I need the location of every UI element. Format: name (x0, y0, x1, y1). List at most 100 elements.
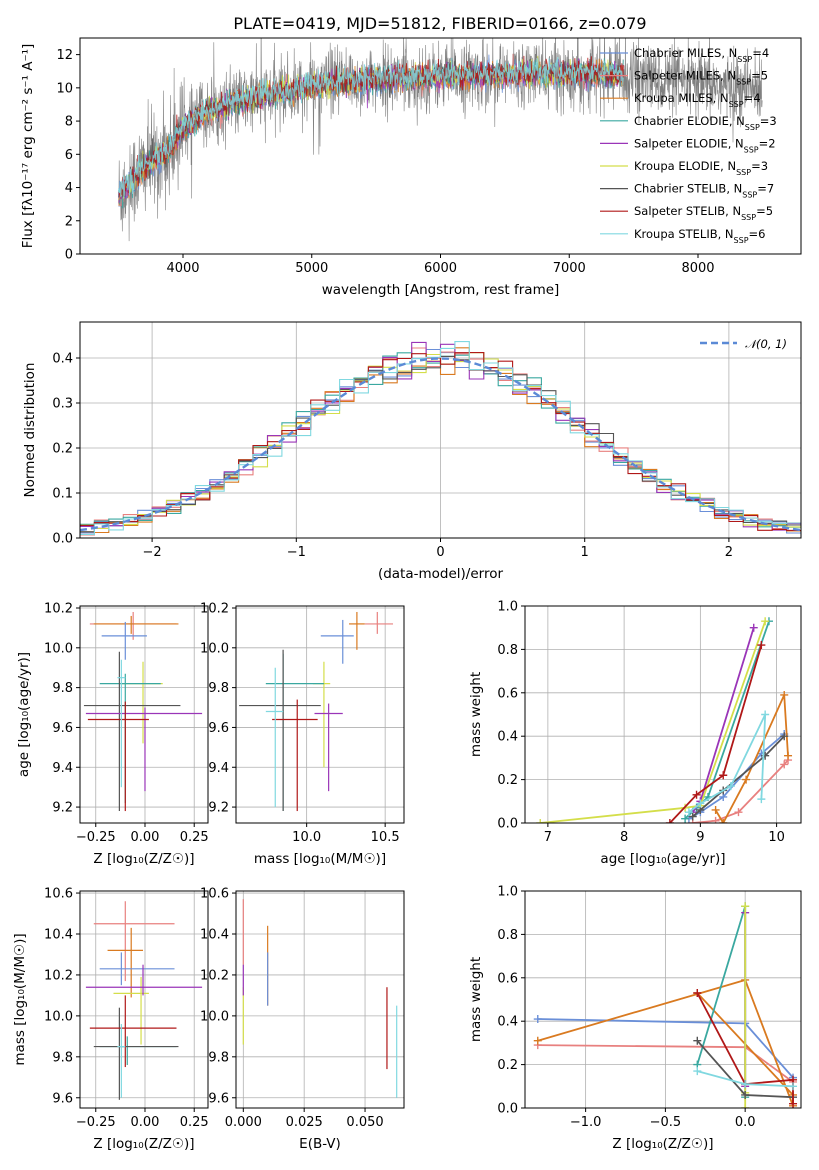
mass-weight-point (536, 819, 545, 823)
mass-weight-vs-age-ytick-label: 0.4 (497, 730, 518, 745)
mass-weight-point (741, 1104, 750, 1108)
mass-weight-point (780, 760, 789, 769)
mass-weight-vs-age-ytick-label: 0.2 (497, 773, 518, 788)
legend-entry: Salpeter MILES, NSSP=5 (634, 69, 768, 87)
age-vs-metallicity-xtick-label: 0.25 (180, 830, 209, 845)
spectrum-xtick-label: 4000 (166, 261, 199, 276)
residuals-axes: −2 −1 0 1 2 0.0 0.1 0.2 0.3 0.4 (data-model)/error… (22, 321, 802, 582)
age-vs-metallicity-ytick-label: 10.0 (44, 641, 73, 656)
age-vs-metallicity-xtick-label: −0.25 (76, 830, 116, 845)
mass-vs-metallicity-ylabel: mass [log₁₀(M/M☉)] (12, 933, 28, 1065)
spectrum-ylabel: Flux [fλ10⁻¹⁷ erg cm⁻² s⁻¹ A⁻¹] (20, 44, 36, 249)
mass-weight-vs-metallicity-xtick-label: 0.0 (735, 1115, 756, 1130)
age-vs-metallicity-ytick-label: 9.6 (52, 721, 73, 736)
mass-vs-metallicity-axes: −0.25 0.00 0.25 9.6 9.8 10.0 10.2 10.4 10.6 Z [lo… (12, 887, 209, 1152)
mass-weight-point (780, 690, 789, 699)
mass-weight-vs-age-xtick-label: 8 (620, 830, 628, 845)
mass-weight-point (789, 1082, 798, 1091)
age-vs-mass-ytick-label: 9.6 (208, 721, 229, 736)
mass-weight-point (533, 1036, 542, 1045)
mass-vs-metallicity-ytick-label: 10.0 (44, 1009, 73, 1024)
mass-weight-vs-metallicity-xlabel: Z [log₁₀(Z/Z☉)] (612, 1136, 713, 1152)
residuals-xtick-label: −2 (143, 545, 162, 560)
mass-weight-series-line (692, 735, 785, 818)
legend-entry: Kroupa MILES, NSSP=4 (634, 91, 761, 109)
legend-entry: Kroupa ELODIE, NSSP=3 (634, 159, 768, 177)
mass-weight-vs-age-frame (524, 605, 802, 824)
age-vs-metallicity-plot (83, 611, 203, 812)
mass-weight-point (693, 1067, 702, 1076)
mass-weight-vs-age-ytick-label: 0.8 (497, 643, 518, 658)
residuals-plot (80, 341, 801, 536)
mass-weight-vs-metallicity-ytick-label: 0.8 (497, 928, 518, 943)
mass-weight-point (757, 641, 766, 650)
mass-vs-extinction-plot (242, 899, 398, 1098)
mass-weight-vs-metallicity-plot (533, 902, 798, 1108)
age-vs-metallicity-frame (79, 605, 209, 824)
residuals-ytick-label: 0.3 (52, 397, 73, 412)
mass-vs-extinction-axes: 0.000 0.025 0.050 9.6 9.8 10.0 10.2 10.4 10.6 E(B… (200, 887, 405, 1152)
residuals-ylabel: Normed distribution (22, 363, 38, 498)
age-vs-metallicity-ytick-label: 10.2 (44, 601, 73, 616)
residuals-ytick-label: 0.4 (52, 352, 73, 367)
mass-vs-extinction-xlabel: E(B-V) (299, 1136, 341, 1152)
mass-weight-vs-age-xtick-label: 10 (768, 830, 785, 845)
mass-vs-extinction-frame (235, 890, 405, 1109)
residuals-xtick-label: −1 (287, 545, 306, 560)
residual-histogram-step (80, 352, 801, 531)
residuals-xlabel: (data-model)/error (378, 566, 504, 582)
mass-vs-extinction-ytick-label: 9.6 (208, 1091, 229, 1106)
mass-vs-metallicity-xtick-label: −0.25 (76, 1115, 116, 1130)
mass-vs-extinction-ytick-label: 10.0 (200, 1009, 229, 1024)
mass-weight-point (734, 808, 743, 817)
mass-weight-point (757, 795, 766, 804)
legend-entry: Chabrier MILES, NSSP=4 (634, 46, 769, 64)
spectrum-ytick-label: 10 (56, 81, 73, 96)
mass-vs-metallicity-ytick-label: 10.6 (44, 887, 73, 902)
mass-weight-point (784, 751, 793, 760)
mass-vs-extinction-xtick-label: 0.025 (286, 1115, 323, 1130)
mass-vs-metallicity-frame (79, 890, 209, 1109)
mass-weight-point (719, 771, 728, 780)
age-vs-metallicity-xtick-label: 0.00 (131, 830, 160, 845)
mass-weight-point (692, 790, 701, 799)
mass-vs-metallicity-xtick-label: 0.25 (180, 1115, 209, 1130)
spectrum-xtick-label: 5000 (295, 261, 328, 276)
mass-weight-point (741, 902, 750, 911)
age-vs-metallicity-ytick-label: 9.2 (52, 801, 73, 816)
age-vs-metallicity-ylabel: age [log₁₀(age/yr)] (16, 652, 32, 777)
mass-weight-vs-age-ytick-label: 0.0 (497, 817, 518, 832)
mass-weight-vs-age-ylabel: mass weight (468, 672, 484, 757)
mass-vs-extinction-xtick-label: 0.050 (346, 1115, 383, 1130)
spectrum-ytick-label: 4 (65, 181, 73, 196)
mass-weight-vs-metallicity-axes: −1.0 −0.5 0.0 0.0 0.2 0.4 0.6 0.8 1.0 Z [log₁₀(Z/… (468, 885, 802, 1152)
age-vs-mass-xlabel: mass [log₁₀(M/M☉)] (254, 851, 386, 867)
spectrum-frame (79, 37, 802, 255)
mass-weight-point (726, 782, 735, 791)
age-vs-mass-xtick-label: 10.0 (292, 830, 321, 845)
mass-vs-extinction-ytick-label: 10.2 (200, 968, 229, 983)
mass-weight-point (749, 623, 758, 632)
mass-weight-vs-metallicity-ytick-label: 0.2 (497, 1058, 518, 1073)
mass-weight-vs-age-xtick-label: 9 (696, 830, 704, 845)
spectrum-plot (118, 38, 763, 242)
mass-vs-extinction-ytick-label: 10.4 (200, 927, 229, 942)
mass-weight-point (684, 808, 693, 817)
mass-weight-point (688, 812, 697, 821)
residuals-xtick-label: 2 (725, 545, 733, 560)
mass-weight-point (789, 1099, 798, 1108)
mass-vs-metallicity-xlabel: Z [log₁₀(Z/Z☉)] (93, 1136, 194, 1152)
residuals-ytick-label: 0.0 (52, 532, 73, 547)
mass-weight-vs-metallicity-ytick-label: 1.0 (497, 885, 518, 900)
residual-histogram-step (80, 341, 801, 536)
spectrum-xtick-label: 6000 (424, 261, 457, 276)
mass-weight-vs-age-plot (536, 617, 793, 823)
legend-entry: Chabrier ELODIE, NSSP=3 (634, 114, 777, 132)
age-vs-mass-ytick-label: 9.2 (208, 801, 229, 816)
age-vs-mass-axes: 10.0 10.5 9.2 9.4 9.6 9.8 10.0 10.2 mass [log₁₀(… (200, 601, 405, 867)
mass-weight-point (533, 1015, 542, 1024)
mass-weight-point (742, 775, 751, 784)
mass-vs-metallicity-ytick-label: 10.2 (44, 968, 73, 983)
legend-entry: 𝒩(0, 1) (745, 337, 787, 351)
